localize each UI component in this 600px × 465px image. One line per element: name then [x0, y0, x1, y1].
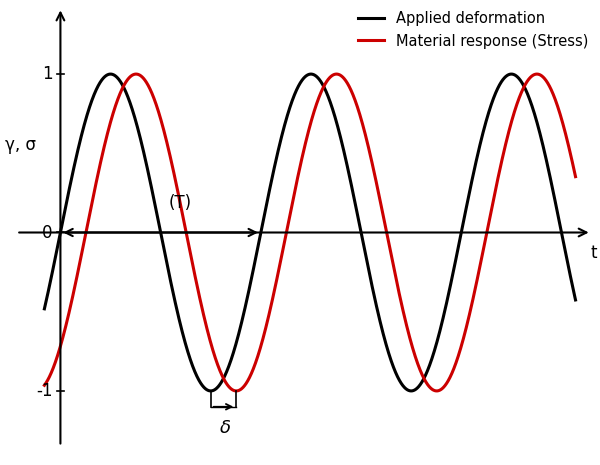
Legend: Applied deformation, Material response (Stress): Applied deformation, Material response (…	[352, 6, 594, 54]
Text: δ: δ	[220, 419, 231, 438]
Text: -1: -1	[36, 382, 52, 400]
Text: t: t	[590, 244, 597, 262]
Text: 0: 0	[42, 224, 52, 241]
Text: 1: 1	[42, 65, 52, 83]
Text: (T): (T)	[169, 194, 192, 212]
Text: γ, σ: γ, σ	[5, 136, 36, 154]
